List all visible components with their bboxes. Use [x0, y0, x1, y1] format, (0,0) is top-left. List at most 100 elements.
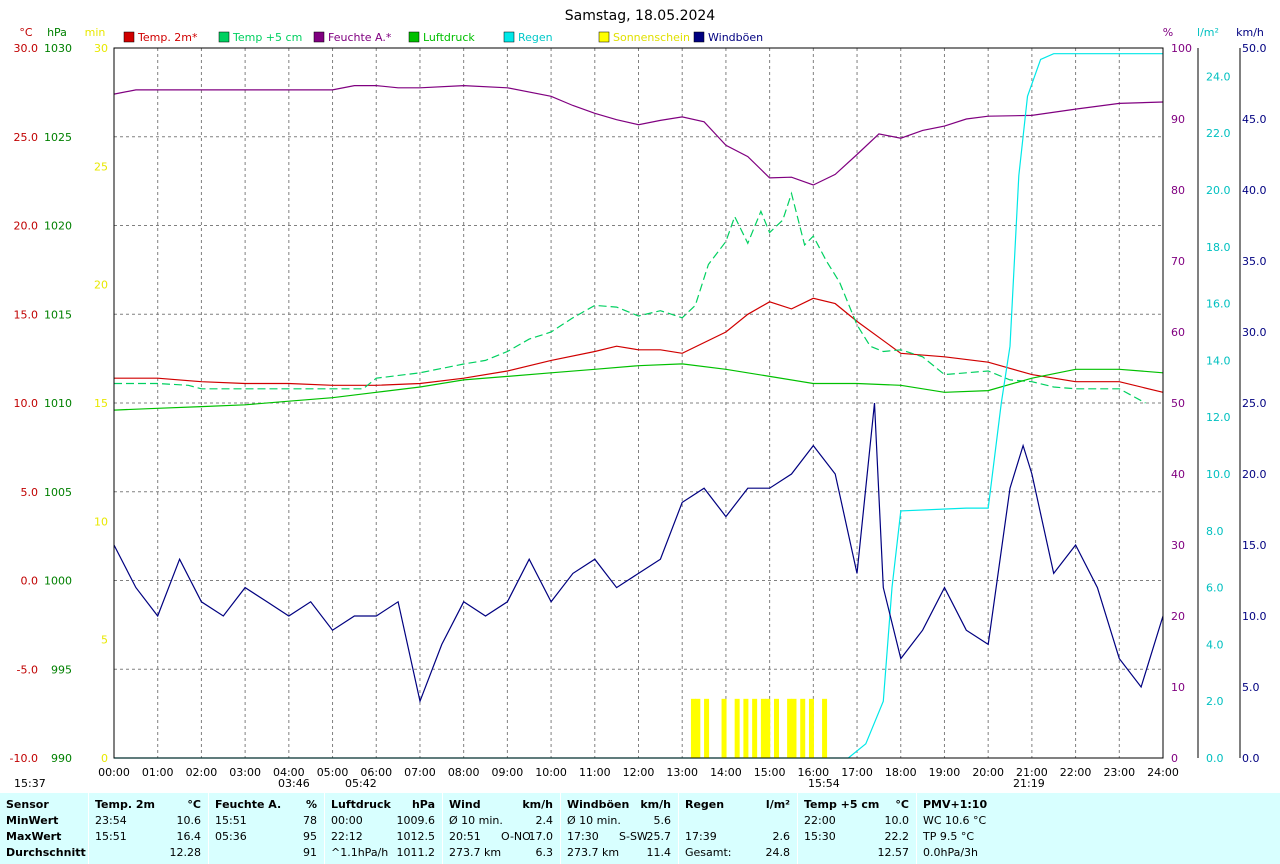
y-tick-label: 0.0: [1206, 752, 1224, 765]
axis-units: °C hPa min% l/m² km/h: [19, 26, 1264, 39]
stats-column: Temp +5 cm °C 22:00 10.0 15:30 22.2 12.57: [797, 793, 917, 864]
stats-header: Windböen: [567, 798, 630, 811]
stats-column: Regen l/m² 17:39 2.6 Gesamt: 24.8: [678, 793, 798, 864]
y-tick-label: 1010: [44, 397, 72, 410]
sunshine-bar: [808, 698, 814, 758]
stats-cell-value: 22.2: [884, 830, 910, 843]
stats-header: Sensor: [6, 798, 49, 811]
y-tick-label: 20.0: [1242, 468, 1267, 481]
series-line: [114, 297, 1164, 393]
y-tick-label: 14.0: [1206, 354, 1231, 367]
stats-cell-value: 78: [303, 814, 317, 827]
legend-label: Sonnenschein: [613, 31, 690, 44]
y-tick-label: 25.0: [14, 131, 39, 144]
series-line: [114, 191, 1146, 404]
plot-frame: [113, 47, 1164, 759]
stats-cell-value: 24.8: [765, 846, 791, 859]
x-tick-label: 16:00: [797, 766, 829, 779]
y-tick-label: 2.0: [1206, 695, 1224, 708]
stats-cell-value: 6.3: [535, 846, 554, 859]
y-tick-label: 1025: [44, 131, 72, 144]
stats-cell-label: 0.0hPa/3h: [923, 846, 979, 859]
stats-cell-value: 95: [303, 830, 317, 843]
axis-unit-label: %: [1163, 26, 1173, 39]
y-tick-label: 10.0: [1206, 468, 1231, 481]
stats-cell-label: MaxWert: [6, 830, 62, 843]
y-tick-label: 25: [94, 160, 108, 173]
stats-cell-label: Durchschnitt: [6, 846, 86, 859]
x-tick-label: 11:00: [579, 766, 611, 779]
stats-cell-label: 17:30: [567, 830, 599, 843]
stats-unit: l/m²: [765, 798, 790, 811]
sunshine-bar: [690, 698, 696, 758]
y-tick-label: 24.0: [1206, 70, 1231, 83]
legend-swatch: [693, 31, 705, 43]
y-tick-label: 45.0: [1242, 113, 1267, 126]
stats-cell-label: Ø 10 min.: [567, 814, 621, 827]
sunshine-bar: [695, 698, 701, 758]
x-tick-label: 15:00: [754, 766, 786, 779]
y-tick-label: 10: [94, 515, 108, 528]
stats-cell-value: 10.6: [176, 814, 202, 827]
stats-header: PMV+1:10: [923, 798, 988, 811]
stats-cell-label: 273.7 km: [567, 846, 620, 859]
stats-column: Sensor MinWert MaxWert Durchschnitt: [0, 793, 88, 864]
stats-cell-value: 1012.5: [396, 830, 436, 843]
y-tick-label: 18.0: [1206, 241, 1231, 254]
x-tick-label: 09:00: [492, 766, 524, 779]
y-tick-label: 20: [94, 279, 108, 292]
stats-cell-value: 2.6: [772, 830, 791, 843]
stats-cell-value: 10.0: [884, 814, 910, 827]
stats-unit: hPa: [411, 798, 435, 811]
y-tick-label: 90: [1171, 113, 1185, 126]
y-tick-label: 80: [1171, 184, 1185, 197]
y-tick-label: 1030: [44, 42, 72, 55]
y-tick-label: 15.0: [1242, 539, 1267, 552]
stats-cell-value: 91: [303, 846, 317, 859]
stats-unit: km/h: [522, 798, 553, 811]
stats-cell-label: 23:54: [95, 814, 127, 827]
stats-cell-value: 12.28: [169, 846, 202, 859]
stats-column: Wind km/h Ø 10 min. 2.4 20:51 O-NO 17.0 273.7 k…: [442, 793, 561, 864]
y-tick-label: 16.0: [1206, 298, 1231, 311]
x-tick-label: 19:00: [929, 766, 961, 779]
chart-marks: [113, 53, 1164, 759]
x-tick-label: 13:00: [666, 766, 698, 779]
sunshine-bar: [800, 698, 806, 758]
stats-cell-label: Gesamt:: [685, 846, 732, 859]
stats-cell-label: 00:00: [331, 814, 363, 827]
y-tick-label: 1000: [44, 575, 72, 588]
y-tick-label: 0: [1171, 752, 1178, 765]
axis-unit-label: hPa: [47, 26, 67, 39]
x-tick-label: 12:00: [623, 766, 655, 779]
y-tick-label: 5.0: [21, 486, 39, 499]
axis-unit-label: °C: [19, 26, 33, 39]
y-tick-label: 50.0: [1242, 42, 1267, 55]
chart-legend: Temp. 2m* Temp +5 cm Feuchte A.* Luftdruck R…: [123, 31, 763, 44]
y-tick-label: 20.0: [14, 220, 39, 233]
y-tick-label: 15: [94, 397, 108, 410]
stats-header: Regen: [685, 798, 725, 811]
stats-cell-label: 22:00: [804, 814, 836, 827]
stats-table: Sensor MinWert MaxWert Durchschnitt Temp. 2m…: [0, 793, 1280, 864]
stats-cell-label: MinWert: [6, 814, 59, 827]
stats-column: PMV+1:10 WC 10.6 °C TP 9.5 °C 0.0hPa/3h: [916, 793, 1027, 864]
sunshine-bar: [787, 698, 793, 758]
stats-cell-value: 1011.2: [396, 846, 436, 859]
x-tick-label: 05:00: [317, 766, 349, 779]
sunshine-bar: [822, 698, 828, 758]
stats-cell-label: 15:51: [215, 814, 247, 827]
y-tick-label: 40: [1171, 468, 1185, 481]
y-tick-label: 70: [1171, 255, 1185, 268]
stats-cell-label: 20:51: [449, 830, 481, 843]
y-tick-label: 30: [1171, 539, 1185, 552]
y-tick-label: 6.0: [1206, 582, 1224, 595]
stats-cell-label: ^1.1hPa/h: [331, 846, 389, 859]
y-tick-label: 5.0: [1242, 681, 1260, 694]
legend-swatch: [313, 31, 325, 43]
x-tick-label: 03:00: [229, 766, 261, 779]
legend-swatch: [598, 31, 610, 43]
y-tick-label: 5: [101, 634, 108, 647]
sunshine-bar: [743, 698, 749, 758]
legend-swatch: [503, 31, 515, 43]
